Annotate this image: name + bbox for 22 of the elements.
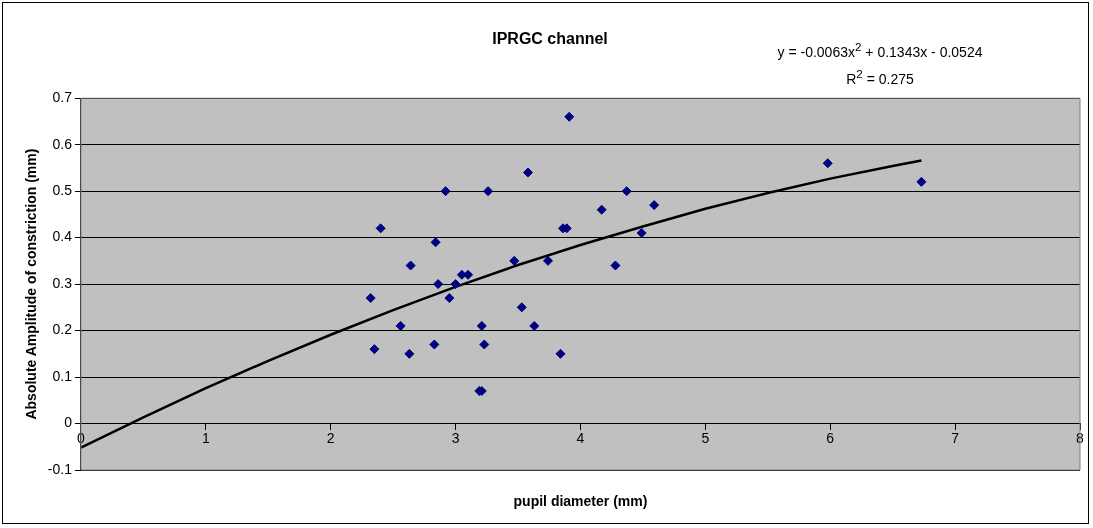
x-tick-label: 1: [201, 429, 210, 446]
x-tick-label: 8: [1076, 429, 1085, 446]
y-axis-title: Absolute Amplitude of constriction (mm): [23, 148, 40, 420]
y-tick-label: 0.7: [52, 89, 73, 106]
y-tick-label: 0.6: [52, 135, 73, 152]
x-tick-label: 7: [951, 429, 960, 446]
y-tick-label: -0.1: [47, 460, 73, 477]
x-tick-label: 3: [451, 429, 460, 446]
x-tick-label: 2: [326, 429, 335, 446]
x-tick-label: 4: [576, 429, 585, 446]
y-tick-label: 0.5: [52, 182, 73, 199]
x-tick-label: 5: [701, 429, 710, 446]
y-tick-label: 0.2: [52, 321, 73, 338]
x-tick-label: 6: [826, 429, 835, 446]
y-tick-label: 0.3: [52, 274, 73, 291]
y-tick-label: 0.1: [52, 367, 73, 384]
chart-title: IPRGC channel: [492, 30, 608, 48]
text: y = -0.0063x$^{2}$ + 0.1343x - 0.0524: [776, 39, 984, 62]
x-axis-title: pupil diameter (mm): [513, 492, 648, 509]
text: R$^{2}$ = 0.275: [845, 65, 915, 89]
y-tick-label: 0: [64, 414, 73, 431]
y-tick-label: 0.4: [52, 228, 73, 245]
